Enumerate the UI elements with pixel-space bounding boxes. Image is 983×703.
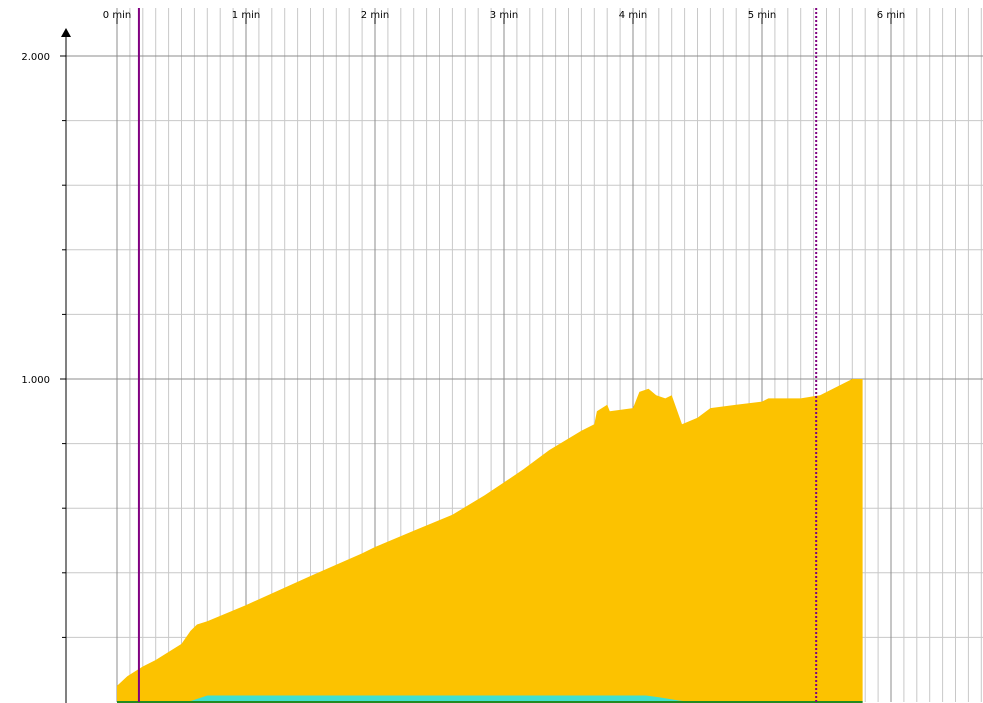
major-grid (66, 8, 983, 702)
x-tick-label: 0 min (103, 10, 131, 21)
y-axis-arrow-icon (61, 28, 71, 37)
y-axis (60, 28, 71, 703)
x-tick-label: 5 min (748, 10, 776, 21)
x-tick-label: 2 min (361, 10, 389, 21)
x-tick-labels: 0 min 1 min 2 min 3 min 4 min 5 min 6 min (103, 10, 905, 24)
x-tick-label: 1 min (232, 10, 260, 21)
y-tick-label: 1.000 (21, 375, 50, 386)
x-tick-label: 3 min (490, 10, 518, 21)
y-tick-label: 2.000 (21, 52, 50, 63)
data-areas (117, 379, 863, 703)
area-series-1 (117, 379, 863, 702)
x-tick-label: 6 min (877, 10, 905, 21)
time-markers (137, 8, 818, 702)
y-tick-labels: 1.000 2.000 (21, 52, 50, 386)
area-series-2 (187, 695, 692, 702)
x-tick-label: 4 min (619, 10, 647, 21)
